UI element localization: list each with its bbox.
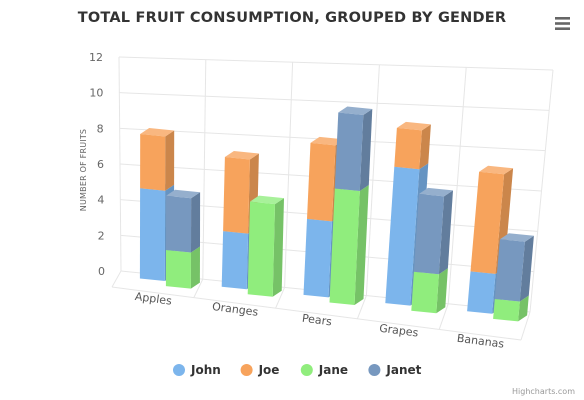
grid-line [529,69,554,313]
y-axis-title: NUMBER OF FRUITS [79,129,88,211]
hamburger-menu-icon[interactable] [555,17,570,20]
legend-symbol [368,364,381,376]
y-tick-label: 2 [98,229,105,242]
x-tick-label: Bananas [456,332,505,351]
chart-title: TOTAL FRUIT CONSUMPTION, GROUPED BY GEND… [78,10,506,26]
y-tick-label: 8 [97,122,104,135]
floor-line [111,270,122,288]
x-tick-label: Pears [301,312,333,329]
legend-label: Jane [318,363,348,377]
y-axis: 0 2 4 6 8 10 12 [89,51,105,278]
grid-line [447,67,467,304]
x-tick-label: Apples [134,290,173,308]
floor-line [275,287,286,309]
grid-line [365,64,380,296]
x-axis: Apples Oranges Pears Grapes Bananas [134,290,505,351]
legend-label: Janet [385,363,421,377]
floor-line [356,295,367,319]
legend-item-john[interactable]: John [173,363,221,377]
legend-symbol [173,364,185,376]
floor-line [193,278,204,298]
y-tick-label: 4 [97,194,104,207]
context-menu-button[interactable] [555,17,570,30]
floor-line [520,311,531,341]
grid-line [202,59,207,280]
grid-line [118,56,122,272]
credits-link[interactable]: Highcharts.com [512,387,575,396]
legend-label: John [190,363,221,377]
bar-joe-grapes[interactable] [394,121,431,170]
bar-janet-grapes[interactable] [413,187,453,275]
y-tick-label: 10 [89,87,103,100]
legend-symbol [300,364,313,376]
legend-item-jane[interactable]: Jane [300,363,348,377]
legend-item-janet[interactable]: Janet [368,363,422,377]
x-tick-label: Grapes [378,322,419,340]
legend-label: Joe [258,363,280,377]
grid-line [118,56,554,71]
y-tick-label: 6 [97,158,104,171]
legend-symbol [240,364,253,376]
legend-item-joe[interactable]: Joe [240,363,280,377]
y-tick-label: 12 [89,51,103,64]
floor-edge [111,286,522,341]
bar-joe-apples[interactable] [140,128,175,191]
y-tick-label: 0 [98,265,105,278]
floor-line [438,303,449,330]
grid-line [119,92,550,111]
plot-area [139,106,534,322]
bar-janet-pears[interactable] [334,106,373,192]
bar-jane-pears[interactable] [329,182,369,306]
grid-line [284,62,294,288]
bar-jane-oranges[interactable] [247,195,284,297]
x-tick-label: Oranges [211,300,259,319]
bar-janet-bananas[interactable] [494,233,534,302]
bar-janet-apples[interactable] [166,189,201,253]
legend: John Joe Jane Janet [173,363,422,377]
